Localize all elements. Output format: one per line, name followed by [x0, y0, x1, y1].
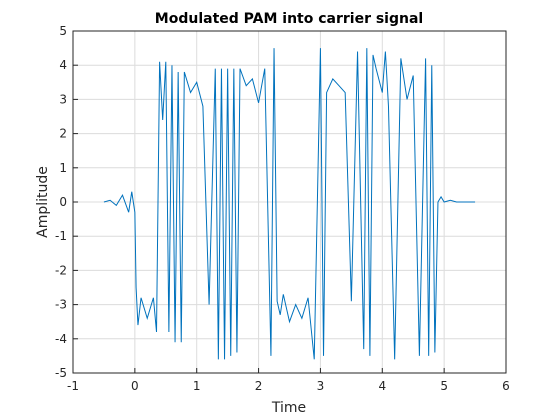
y-tick-label: -4 — [55, 332, 67, 346]
y-tick-label: -1 — [55, 229, 67, 243]
series-line-signal — [103, 48, 476, 360]
x-tick-label: 0 — [131, 379, 139, 393]
y-axis-ticks: -5 -4 -3 -2 -1 0 1 2 3 4 5 — [55, 24, 78, 380]
y-tick-label: 0 — [59, 195, 67, 209]
x-tick-label: -1 — [67, 379, 79, 393]
y-axis-label: Amplitude — [35, 166, 51, 238]
y-tick-label: -5 — [55, 366, 67, 380]
plot-frame — [72, 30, 507, 374]
x-tick-label: 5 — [440, 379, 448, 393]
y-tick-label: 5 — [59, 24, 67, 38]
y-tick-label: 3 — [59, 92, 67, 106]
y-tick-label: 1 — [59, 161, 67, 175]
y-tick-label: 2 — [59, 127, 67, 141]
x-tick-label: 3 — [317, 379, 325, 393]
y-tick-label: -2 — [55, 263, 67, 277]
y-tick-label: -3 — [55, 298, 67, 312]
x-tick-label: 2 — [255, 379, 263, 393]
y-tick-label: 4 — [59, 58, 67, 72]
x-tick-label: 1 — [193, 379, 201, 393]
x-tick-label: 6 — [502, 379, 510, 393]
x-axis-label: Time — [271, 400, 306, 416]
x-tick-label: 4 — [378, 379, 386, 393]
x-axis-ticks: -1 0 1 2 3 4 5 6 — [67, 368, 510, 393]
chart-title: Modulated PAM into carrier signal — [155, 11, 423, 27]
